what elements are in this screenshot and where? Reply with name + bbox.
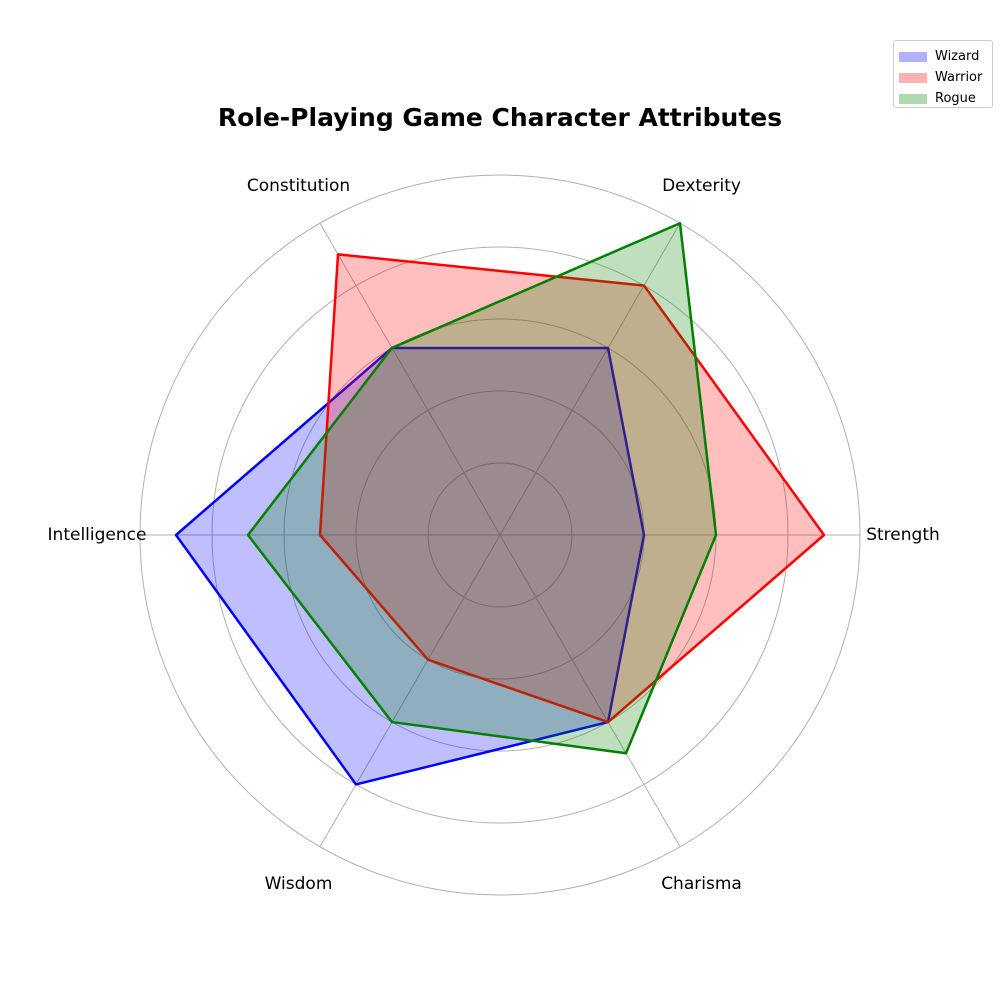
axis-label: Constitution [247,176,350,196]
legend-swatch [899,72,927,83]
legend-item: Rogue [894,88,992,109]
legend-label: Wizard [935,49,980,64]
chart-title: Role-Playing Game Character Attributes [217,103,783,132]
legend-swatch [899,93,927,104]
legend-label: Warrior [935,70,983,85]
radar-axis-labels: Strength Dexterity Constitution Intelligenc… [48,176,940,894]
legend-label: Rogue [935,91,976,106]
series-area-wizard [176,347,644,785]
legend-item: Warrior [894,67,992,88]
grid-spoke [319,534,501,848]
axis-label: Intelligence [48,525,147,545]
legend: Wizard Warrior Rogue [893,40,993,108]
series-area-rogue [248,223,716,754]
axis-label: Dexterity [662,176,741,196]
legend-swatch [899,51,927,62]
axis-label: Wisdom [265,874,333,894]
axis-label: Strength [866,525,940,545]
grid-spoke [499,534,681,848]
series-line-warrior [318,253,826,724]
radar-series [174,221,826,786]
axis-label: Charisma [661,874,742,894]
grid-spoke [499,222,681,536]
series-line-rogue [246,221,718,755]
grid-spoke [319,222,501,536]
legend-item: Wizard [894,46,992,67]
